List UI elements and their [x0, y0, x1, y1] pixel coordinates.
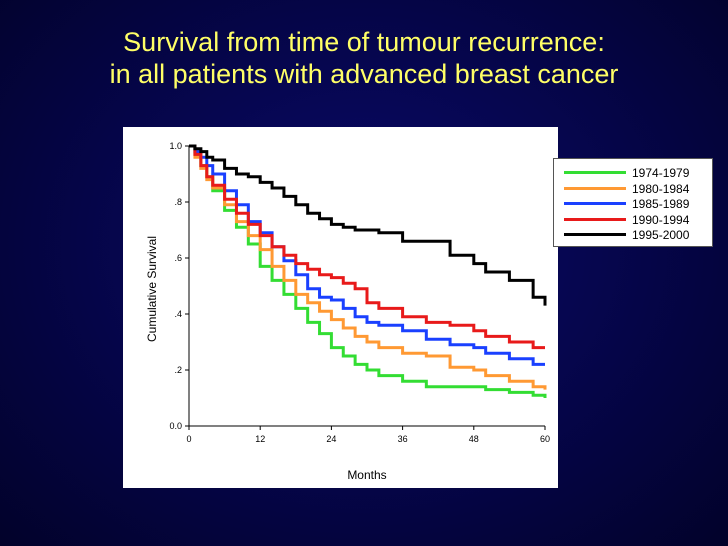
x-tick-label: 12 [255, 434, 265, 444]
x-axis-label: Months [347, 468, 386, 482]
legend-item: 1974-1979 [554, 166, 712, 180]
y-tick-label: 1.0 [169, 141, 182, 151]
series-line-1974-1979 [189, 144, 547, 398]
legend-item: 1990-1994 [554, 213, 712, 227]
legend-swatch [564, 233, 626, 236]
legend-swatch [564, 171, 626, 174]
y-tick-label: .6 [174, 253, 182, 263]
y-tick-label: 0.0 [169, 421, 182, 431]
y-tick-label: .4 [174, 309, 182, 319]
title-line-1: Survival from time of tumour recurrence: [123, 27, 605, 57]
axes: 0.0 .2 .4 .6 .8 1.0 0 12 24 36 48 60 [169, 141, 550, 444]
title-line-2: in all patients with advanced breast can… [109, 59, 619, 89]
x-tick-label: 36 [398, 434, 408, 444]
legend-label: 1990-1994 [632, 212, 690, 227]
legend-swatch [564, 202, 626, 205]
legend-label: 1985-1989 [632, 197, 690, 211]
legend-label: 1980-1984 [632, 181, 690, 196]
legend-swatch [564, 217, 626, 221]
legend-item: 1985-1989 [554, 197, 712, 211]
series-line-1990-1994 [189, 144, 545, 350]
legend-label: 1995-2000 [632, 228, 690, 242]
series-line-1980-1984 [189, 144, 547, 390]
y-tick-label: .2 [174, 365, 182, 375]
chart-legend: 1974-1979 1980-1984 1985-1989 1990-1994 1995… [553, 158, 713, 247]
survival-chart-panel: 0.0 .2 .4 .6 .8 1.0 0 12 24 36 48 60 Months Cumulat… [123, 127, 558, 488]
page-title: Survival from time of tumour recurrence:… [0, 26, 728, 90]
y-axis-label: Cumulative Survival [145, 236, 159, 342]
x-tick-label: 48 [469, 434, 479, 444]
x-tick-label: 24 [326, 434, 336, 444]
legend-item: 1980-1984 [554, 182, 712, 196]
legend-label: 1974-1979 [632, 166, 690, 180]
series-line-1995-2000 [189, 144, 547, 306]
x-tick-label: 0 [186, 434, 191, 444]
y-tick-label: .8 [174, 197, 182, 207]
series-line-1985-1989 [189, 144, 545, 366]
legend-item: 1995-2000 [554, 228, 712, 242]
legend-swatch [564, 186, 626, 190]
x-tick-label: 60 [540, 434, 550, 444]
series-lines [189, 144, 547, 398]
survival-chart: 0.0 .2 .4 .6 .8 1.0 0 12 24 36 48 60 Months Cumulat… [145, 141, 550, 482]
